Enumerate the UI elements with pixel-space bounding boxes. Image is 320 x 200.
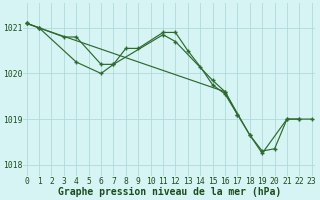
- X-axis label: Graphe pression niveau de la mer (hPa): Graphe pression niveau de la mer (hPa): [58, 187, 281, 197]
